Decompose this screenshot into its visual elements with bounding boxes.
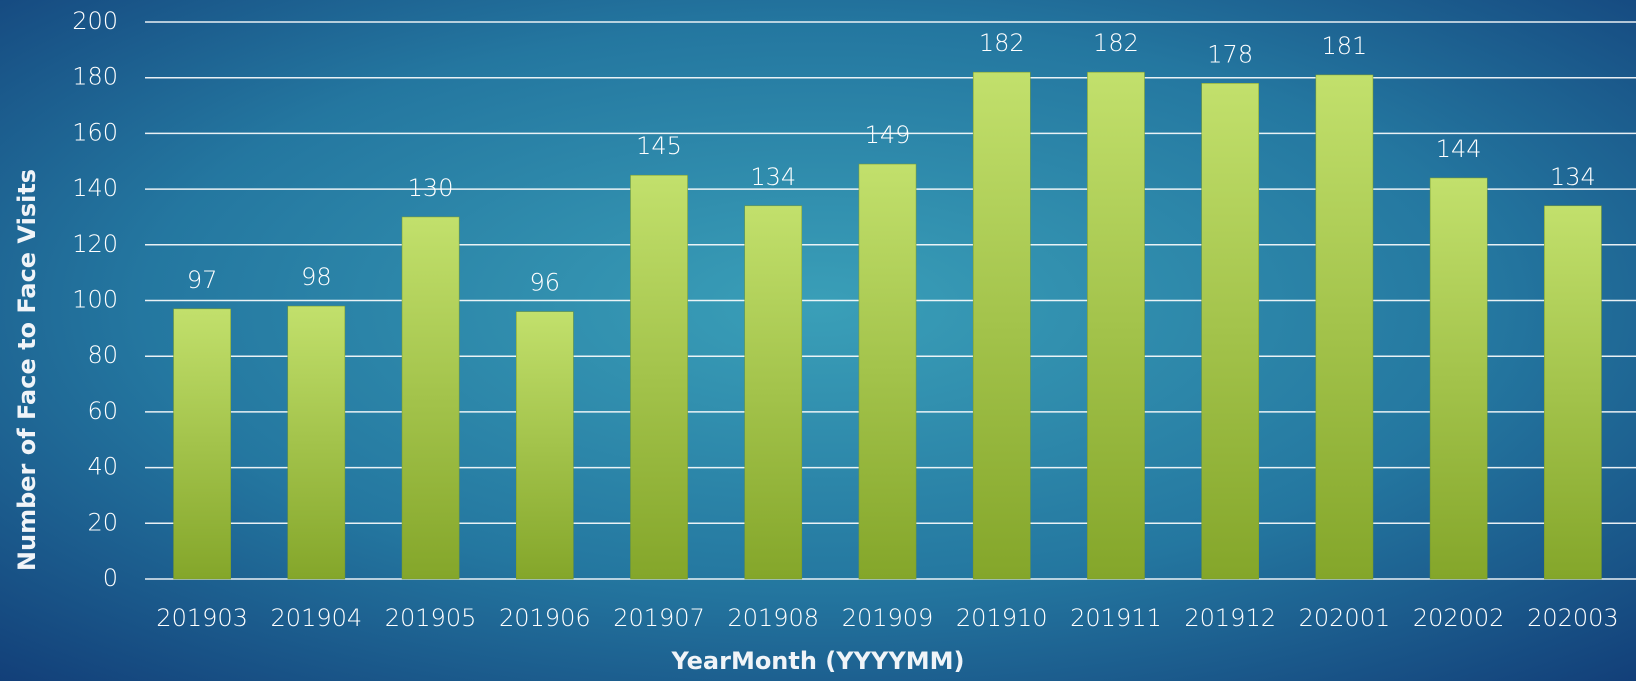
y-tick-label: 60 — [87, 397, 118, 425]
y-tick-label: 20 — [87, 508, 118, 536]
bar — [516, 311, 574, 580]
y-tick-label: 0 — [103, 564, 118, 592]
data-label: 130 — [408, 174, 454, 202]
data-label: 178 — [1207, 40, 1253, 68]
bar — [287, 305, 346, 580]
x-tick-label: 201905 — [385, 604, 477, 632]
bar — [401, 216, 460, 580]
bar — [1087, 71, 1145, 580]
data-label: 181 — [1322, 32, 1368, 60]
data-label: 96 — [530, 269, 561, 297]
x-tick-label: 202001 — [1299, 604, 1391, 632]
data-label: 144 — [1436, 135, 1482, 163]
y-tick-label: 180 — [72, 63, 118, 91]
bar — [630, 174, 688, 580]
y-tick-label: 200 — [72, 7, 118, 35]
y-tick-label: 40 — [87, 453, 118, 481]
x-tick-label: 201903 — [156, 604, 248, 632]
bar — [173, 308, 231, 580]
x-tick-label: 201911 — [1070, 604, 1162, 632]
data-label: 134 — [1550, 163, 1596, 191]
x-tick-label: 201907 — [613, 604, 705, 632]
bar — [744, 205, 803, 580]
bar — [1201, 83, 1260, 580]
data-label: 149 — [865, 121, 911, 149]
bar — [858, 163, 917, 580]
y-axis-title: Number of Face to Face Visits — [13, 169, 41, 571]
data-label: 182 — [1093, 29, 1139, 57]
x-tick-label: 201906 — [499, 604, 591, 632]
x-tick-label: 201909 — [842, 604, 934, 632]
x-tick-label: 201910 — [956, 604, 1048, 632]
x-tick-label: 201908 — [727, 604, 819, 632]
x-tick-label: 201912 — [1184, 604, 1276, 632]
bar — [972, 71, 1031, 580]
y-tick-label: 120 — [72, 230, 118, 258]
bar — [1429, 177, 1488, 580]
x-tick-label: 202003 — [1527, 604, 1619, 632]
x-tick-label: 201904 — [271, 604, 363, 632]
x-tick-label: 202002 — [1413, 604, 1505, 632]
x-axis-title: YearMonth (YYYYMM) — [670, 647, 964, 675]
y-tick-label: 140 — [72, 174, 118, 202]
y-tick-label: 80 — [87, 341, 118, 369]
data-label: 182 — [979, 29, 1025, 57]
bar — [1544, 205, 1602, 580]
data-label: 134 — [750, 163, 796, 191]
data-label: 97 — [187, 266, 218, 294]
bar — [1315, 74, 1374, 580]
data-label: 98 — [301, 263, 332, 291]
data-label: 145 — [636, 132, 682, 160]
y-tick-label: 160 — [72, 118, 118, 146]
y-tick-label: 100 — [72, 286, 118, 314]
